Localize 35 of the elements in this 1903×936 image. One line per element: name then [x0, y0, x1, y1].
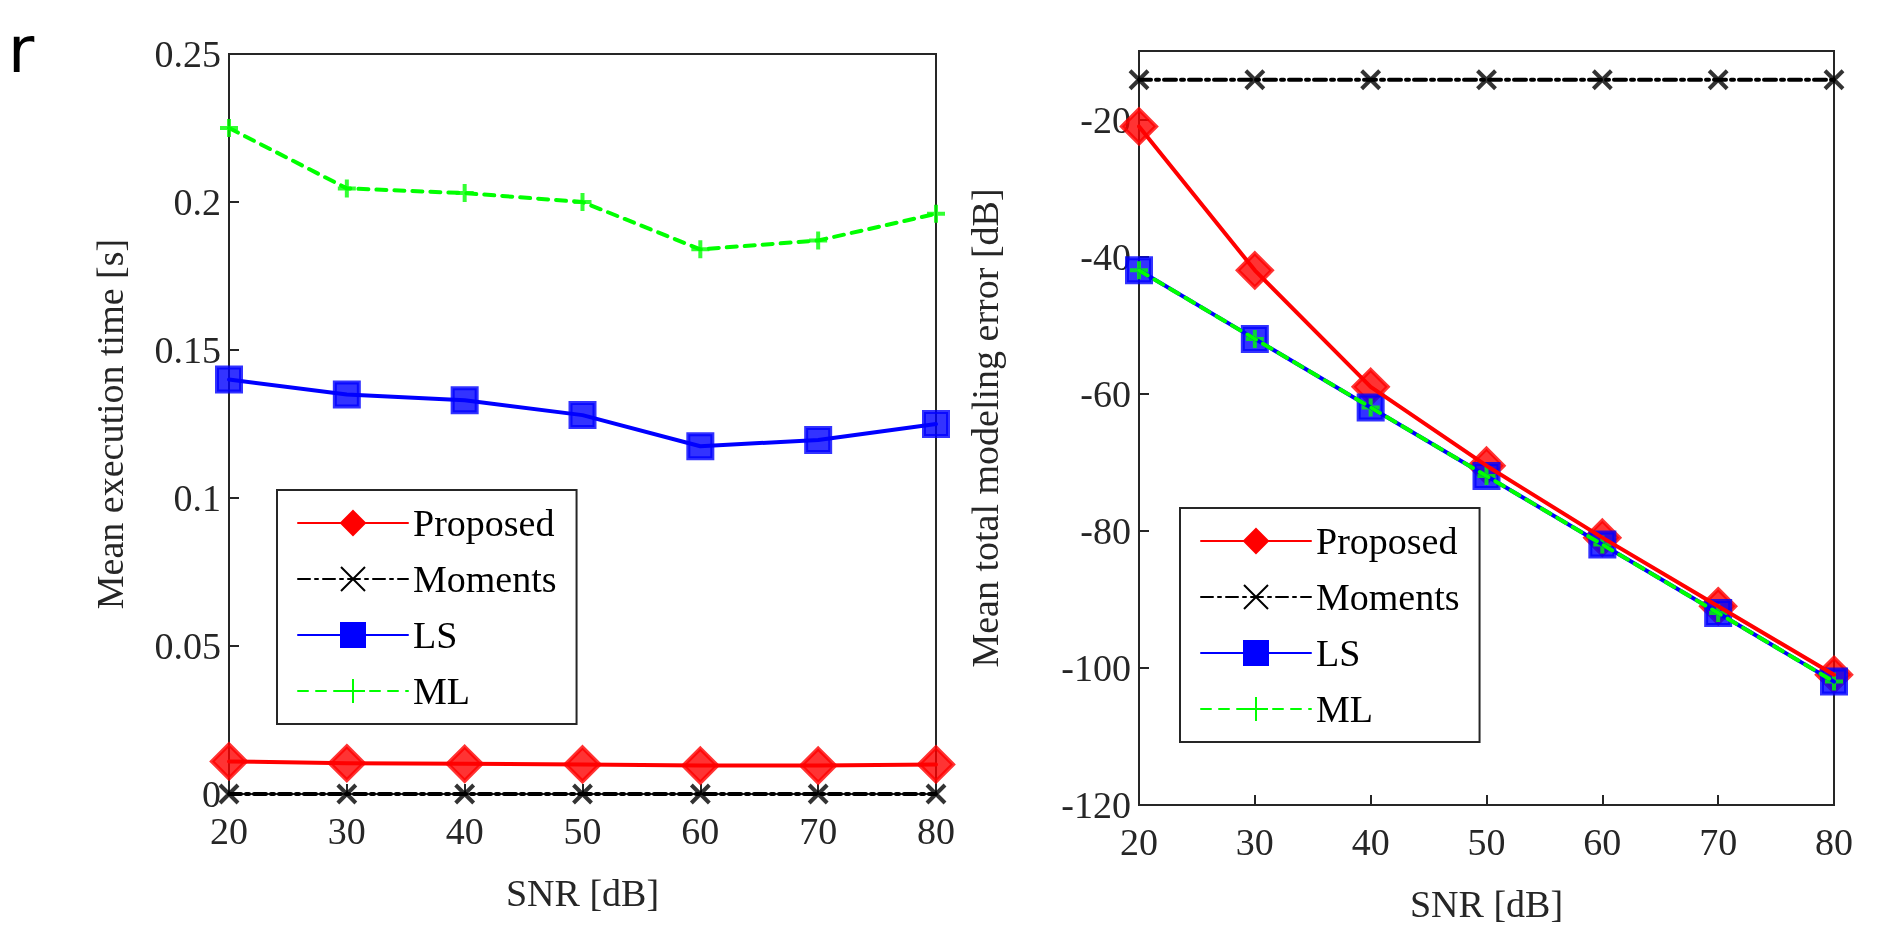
legend-label: Moments	[413, 558, 557, 600]
y-axis-title: Mean execution time [s]	[89, 238, 131, 610]
x-tick-label: 40	[445, 810, 484, 852]
y-tick-label: 0.1	[173, 477, 221, 519]
y-tick-label: 0.05	[154, 625, 221, 667]
x-tick-label: 60	[1583, 821, 1622, 863]
x-tick-label: 50	[1467, 821, 1506, 863]
x-tick-label: 30	[327, 810, 366, 852]
y-tick-label: 0.2	[173, 181, 221, 223]
y-tick-label: -40	[1080, 235, 1131, 278]
legend-label: Proposed	[413, 502, 555, 544]
y-tick-label: -60	[1080, 372, 1131, 415]
legend-label: LS	[413, 614, 458, 656]
x-tick-label: 60	[681, 810, 720, 852]
x-axis-title: SNR [dB]	[1409, 883, 1564, 925]
legend-label: ML	[1316, 688, 1373, 730]
y-axis-title: Mean total modeling error [dB]	[964, 188, 1006, 668]
legend-label: ML	[413, 670, 470, 712]
text: r	[8, 13, 35, 87]
legend-label: Proposed	[1316, 520, 1458, 562]
x-tick-label: 70	[799, 810, 838, 852]
x-tick-label: 50	[563, 810, 602, 852]
x-tick-label: 70	[1699, 821, 1738, 863]
x-axis-title: SNR [dB]	[505, 872, 660, 914]
y-tick-label: -80	[1080, 509, 1131, 552]
x-tick-label: 80	[1815, 821, 1853, 863]
legend-label: Moments	[1316, 576, 1460, 618]
y-tick-label: 0.25	[154, 33, 221, 75]
x-tick-label: 40	[1351, 821, 1390, 863]
y-tick-label: -20	[1080, 98, 1131, 141]
x-tick-label: 30	[1235, 821, 1274, 863]
y-tick-label: -100	[1061, 646, 1131, 689]
legend-label: LS	[1316, 632, 1361, 674]
y-tick-label: 0.15	[154, 329, 221, 371]
x-tick-label: 80	[917, 810, 955, 852]
